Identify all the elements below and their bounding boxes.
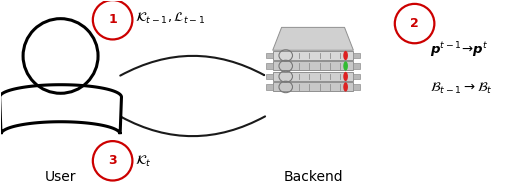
- Text: Backend: Backend: [283, 170, 343, 184]
- FancyArrowPatch shape: [120, 56, 264, 76]
- Ellipse shape: [343, 61, 348, 71]
- Text: $\mathcal{K}_{t}$: $\mathcal{K}_{t}$: [135, 154, 152, 169]
- Text: 1: 1: [108, 13, 117, 26]
- FancyArrowPatch shape: [121, 116, 265, 136]
- FancyBboxPatch shape: [272, 72, 353, 81]
- Text: $\mathcal{K}_{t-1}, \mathcal{L}_{t-1}$: $\mathcal{K}_{t-1}, \mathcal{L}_{t-1}$: [135, 11, 205, 26]
- FancyBboxPatch shape: [353, 53, 360, 58]
- Text: 3: 3: [108, 154, 117, 167]
- Ellipse shape: [343, 72, 348, 81]
- FancyBboxPatch shape: [353, 84, 360, 90]
- FancyBboxPatch shape: [266, 63, 272, 69]
- Polygon shape: [272, 27, 353, 50]
- Ellipse shape: [343, 51, 348, 60]
- Ellipse shape: [343, 82, 348, 92]
- Text: 2: 2: [410, 17, 419, 30]
- FancyBboxPatch shape: [272, 61, 353, 70]
- FancyBboxPatch shape: [353, 63, 360, 69]
- FancyBboxPatch shape: [266, 53, 272, 58]
- Text: $\mathcal{B}_{t-1}\rightarrow \mathcal{B}_{t}$: $\mathcal{B}_{t-1}\rightarrow \mathcal{B…: [430, 81, 493, 96]
- FancyBboxPatch shape: [266, 84, 272, 90]
- FancyBboxPatch shape: [272, 51, 353, 60]
- Text: $\boldsymbol{p}^{t-1}\!\rightarrow\! \boldsymbol{p}^{t}$: $\boldsymbol{p}^{t-1}\!\rightarrow\! \bo…: [430, 41, 489, 60]
- FancyBboxPatch shape: [272, 83, 353, 91]
- FancyBboxPatch shape: [266, 74, 272, 79]
- FancyBboxPatch shape: [353, 74, 360, 79]
- Text: User: User: [45, 170, 76, 184]
